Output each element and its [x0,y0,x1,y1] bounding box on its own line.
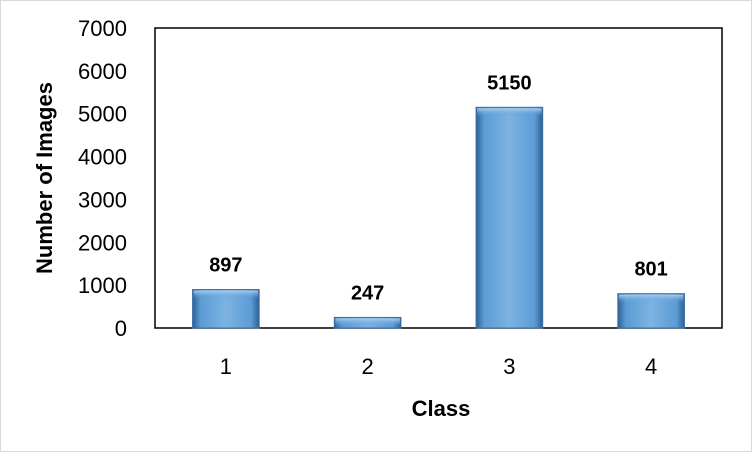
y-axis-label: Number of Images [32,82,57,274]
plot-area [154,27,723,329]
x-tick-label: 4 [645,354,657,379]
y-tick-label: 3000 [78,187,127,212]
bar-highlight [335,318,400,327]
y-tick-label: 2000 [78,230,127,255]
x-axis-ticks: 1 2 3 4 [220,354,658,379]
data-label: 897 [209,255,242,277]
bar-highlight [193,290,259,299]
bar-highlight [477,108,542,117]
y-tick-label: 4000 [78,145,127,170]
bar-group [617,293,685,329]
x-tick-label: 3 [503,354,515,379]
y-tick-label: 0 [115,316,127,341]
data-label: 5150 [487,72,532,94]
y-tick-label: 5000 [78,102,127,127]
bar-highlight [618,294,684,303]
y-tick-label: 6000 [78,59,127,84]
bar [475,106,544,329]
data-label: 247 [351,282,384,304]
bar-group [333,316,402,329]
x-axis-label: Class [412,396,471,421]
y-tick-label: 1000 [78,273,127,298]
x-tick-label: 2 [362,354,374,379]
bar-group [475,106,544,329]
y-tick-label: 7000 [78,16,127,41]
bar-group [192,289,260,329]
y-axis-ticks: 0 1000 2000 3000 4000 5000 6000 7000 [78,16,127,341]
data-label: 801 [634,259,667,281]
bars: 897 247 5150 801 [192,72,685,329]
x-tick-label: 1 [220,354,232,379]
